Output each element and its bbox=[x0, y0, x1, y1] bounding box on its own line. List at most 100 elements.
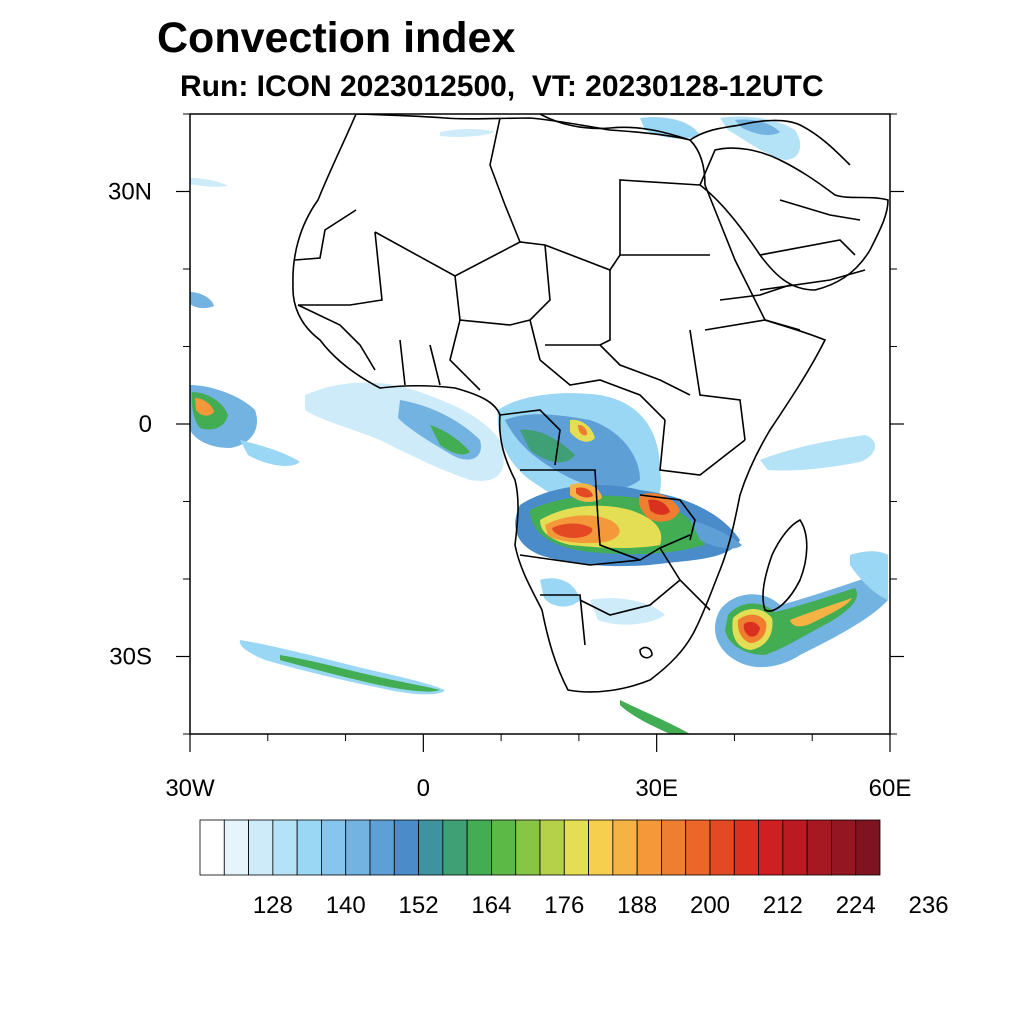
colorbar-swatch bbox=[661, 819, 687, 876]
madagascar-outline bbox=[762, 518, 808, 612]
colorbar-swatch bbox=[539, 819, 565, 876]
congo-hot2 bbox=[578, 424, 588, 436]
border-west-3 bbox=[429, 344, 441, 386]
zambia-east-red bbox=[648, 499, 670, 515]
lat-tick-label: 0 bbox=[139, 411, 152, 438]
south-atlantic-band-core bbox=[280, 655, 440, 692]
colorbar-tick-label: 200 bbox=[690, 892, 730, 919]
border-zambia bbox=[639, 494, 696, 541]
colorbar-swatch bbox=[199, 819, 225, 876]
colorbar-swatch bbox=[248, 819, 274, 876]
angola-zambia-red bbox=[552, 523, 593, 538]
convection-field-layer bbox=[190, 116, 889, 734]
border-north-7 bbox=[529, 244, 551, 361]
colorbar-tick-label: 128 bbox=[253, 892, 293, 919]
angola-north-red bbox=[576, 487, 593, 498]
colorbar-swatch bbox=[345, 819, 371, 876]
boundary-layer bbox=[292, 114, 889, 693]
border-south-1 bbox=[540, 594, 586, 646]
border-central-3 bbox=[599, 344, 691, 396]
arabia-border-1 bbox=[759, 239, 856, 256]
colorbar-swatch bbox=[272, 819, 298, 876]
border-west-2 bbox=[399, 339, 406, 386]
chart-subtitle: Run: ICON 2023012500, VT: 20230128-12UTC bbox=[180, 70, 824, 103]
colorbar-tick-label: 212 bbox=[763, 892, 803, 919]
colorbar-swatch bbox=[685, 819, 711, 876]
colorbar-swatch bbox=[369, 819, 395, 876]
cyclone-arm-orange bbox=[790, 598, 852, 627]
colorbar-swatch bbox=[321, 819, 347, 876]
lat-tick-label: 30N bbox=[108, 179, 152, 206]
colorbar-swatch bbox=[418, 819, 444, 876]
colorbar-swatch bbox=[588, 819, 614, 876]
colorbar-tick-label: 224 bbox=[836, 892, 876, 919]
lon-tick-label: 60E bbox=[869, 775, 912, 802]
colorbar-swatch bbox=[466, 819, 492, 876]
arabia-border-2 bbox=[779, 199, 861, 221]
mediterranean-streak bbox=[440, 129, 495, 137]
border-central-4 bbox=[689, 329, 746, 441]
border-south-3 bbox=[659, 547, 711, 611]
colorbar-swatch bbox=[806, 819, 832, 876]
border-west-1 bbox=[297, 304, 376, 371]
colorbar-tick-label: 152 bbox=[399, 892, 439, 919]
border-central-2 bbox=[499, 409, 561, 466]
lon-tick-label: 0 bbox=[417, 775, 430, 802]
colorbar-swatch bbox=[442, 819, 468, 876]
gulf-of-guinea-band-hot bbox=[430, 425, 470, 455]
colorbar-swatch bbox=[491, 819, 517, 876]
border-north-5 bbox=[545, 270, 611, 346]
lon-tick-label: 30W bbox=[165, 775, 215, 802]
arabia-outline bbox=[699, 147, 889, 291]
border-north-8 bbox=[619, 179, 701, 255]
border-east-1 bbox=[704, 319, 801, 331]
colorbar-swatch bbox=[393, 819, 419, 876]
colorbar-tick-label: 164 bbox=[471, 892, 511, 919]
border-central-1 bbox=[539, 359, 666, 421]
colorbar-tick-label: 176 bbox=[544, 892, 584, 919]
arabia-border-3 bbox=[759, 269, 866, 291]
border-central-5 bbox=[659, 419, 746, 476]
axis-tick-labels: 30N 0 30S 30W 0 30E 60E bbox=[108, 179, 911, 803]
border-north-9 bbox=[489, 117, 521, 243]
colorbar-swatch bbox=[758, 819, 784, 876]
atlantic-west-tail bbox=[240, 440, 300, 466]
border-north-6 bbox=[454, 275, 531, 326]
border-north-3 bbox=[374, 231, 546, 277]
border-lesotho bbox=[639, 646, 653, 659]
border-north-2 bbox=[298, 231, 383, 306]
southern-streak bbox=[620, 700, 690, 734]
colorbar-swatch bbox=[831, 819, 857, 876]
colorbar-swatch bbox=[296, 819, 322, 876]
lon-tick-label: 30E bbox=[635, 775, 678, 802]
colorbar-swatch bbox=[636, 819, 662, 876]
colorbar-swatch bbox=[855, 819, 881, 876]
atlantic-west-orange bbox=[195, 398, 214, 416]
middle-east-blob bbox=[720, 116, 801, 160]
atlantic-n-blob bbox=[190, 178, 228, 187]
lat-tick-label: 30S bbox=[109, 644, 152, 671]
indian-ocean-east bbox=[850, 551, 888, 600]
border-west-4 bbox=[449, 319, 481, 391]
indian-ocean-tail bbox=[760, 435, 876, 471]
border-east-2 bbox=[719, 284, 791, 301]
border-north-1 bbox=[294, 209, 357, 261]
colorbar-labels: 128 140 152 164 176 188 200 212 224 236 bbox=[253, 892, 949, 919]
colorbar-swatch bbox=[612, 819, 638, 876]
colorbar-tick-label: 140 bbox=[326, 892, 366, 919]
colorbar-swatch bbox=[515, 819, 541, 876]
south-west-light bbox=[540, 578, 580, 607]
chart-title: Convection index bbox=[157, 14, 516, 62]
border-angola-south bbox=[519, 554, 641, 566]
congo-green bbox=[520, 429, 575, 463]
cyclone-red bbox=[743, 621, 760, 637]
colorbar-tick-label: 188 bbox=[617, 892, 657, 919]
colorbar-tick-label: 236 bbox=[909, 892, 949, 919]
colorbar-swatch bbox=[709, 819, 735, 876]
colorbar-swatch bbox=[223, 819, 249, 876]
border-north-4 bbox=[544, 244, 710, 271]
colorbar-swatch bbox=[782, 819, 808, 876]
gulf-of-guinea-band bbox=[305, 382, 504, 481]
axis-ticks bbox=[176, 113, 904, 752]
